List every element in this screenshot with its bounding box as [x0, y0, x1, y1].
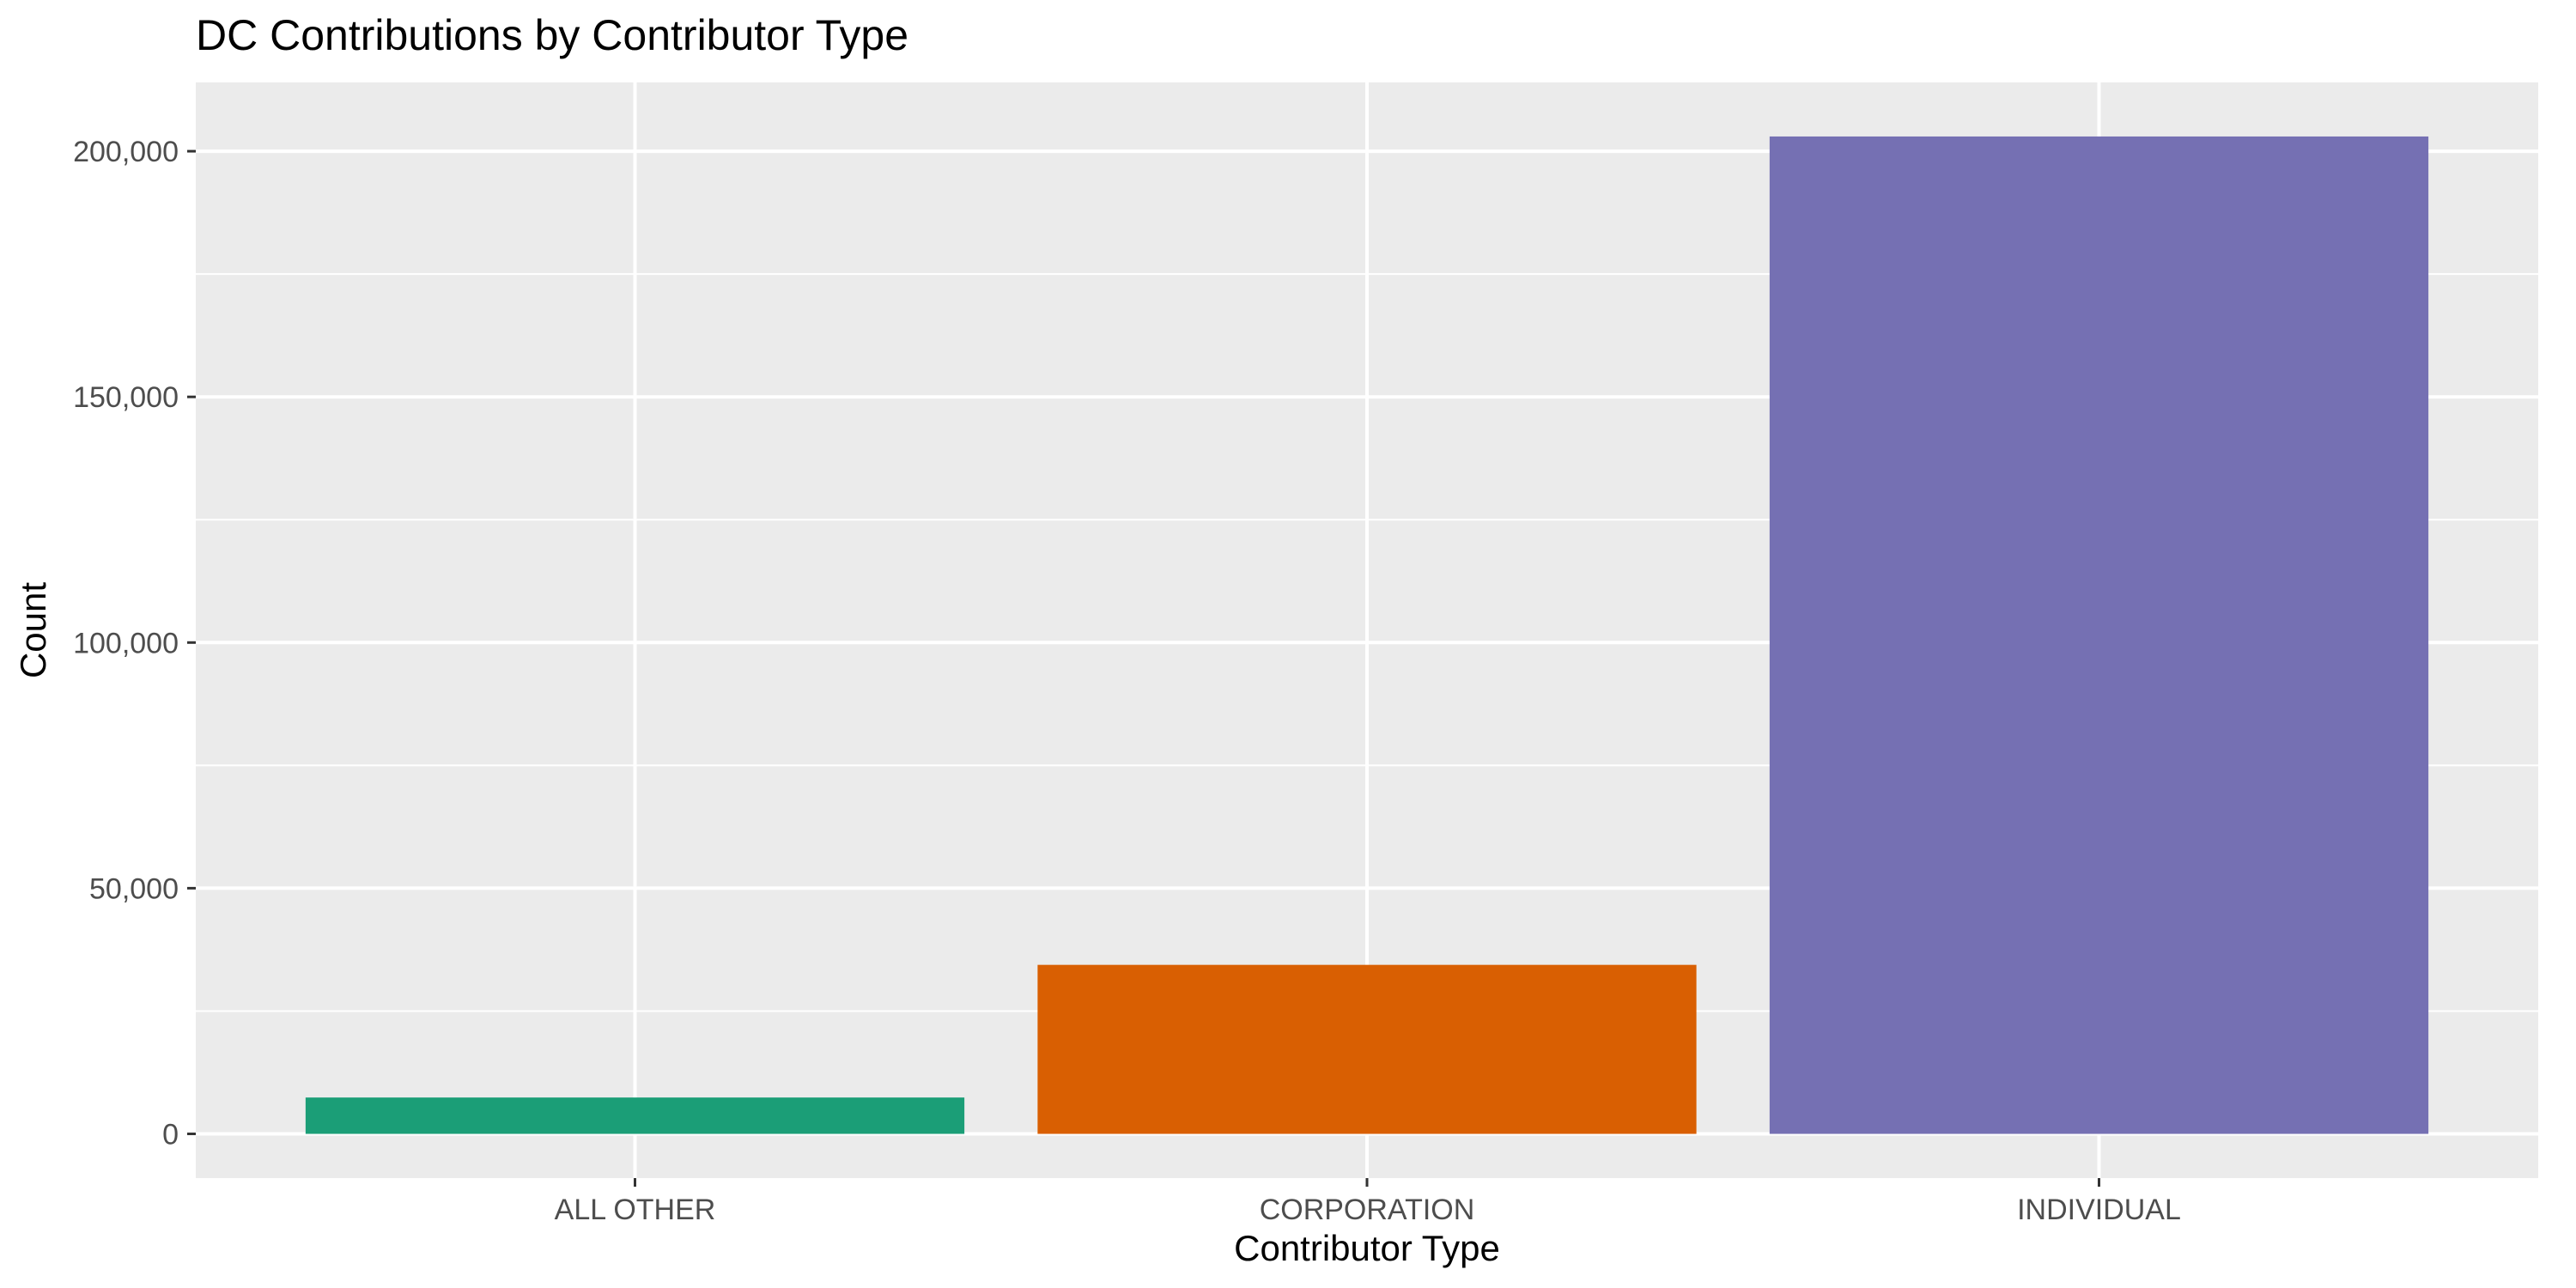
y-tick-label: 150,000: [73, 381, 179, 414]
y-tick-label: 200,000: [73, 136, 179, 168]
x-tick-label: INDIVIDUAL: [2017, 1194, 2181, 1226]
y-axis-title: Count: [13, 582, 53, 678]
bar: [305, 1097, 965, 1134]
bars: [305, 136, 2429, 1134]
x-tick-label: ALL OTHER: [555, 1194, 716, 1226]
y-tick-label: 0: [162, 1119, 179, 1151]
x-axis: ALL OTHER CORPORATION INDIVIDUAL: [555, 1178, 2181, 1226]
x-axis-title: Contributor Type: [1234, 1228, 1500, 1268]
chart-title: DC Contributions by Contributor Type: [196, 11, 908, 59]
y-axis: 0 50,000 100,000 150,000 200,000: [73, 136, 196, 1151]
y-tick-label: 50,000: [89, 872, 179, 905]
bar: [1037, 964, 1697, 1134]
x-tick-label: CORPORATION: [1260, 1194, 1475, 1226]
y-tick-label: 100,000: [73, 627, 179, 659]
bar: [1769, 136, 2429, 1134]
